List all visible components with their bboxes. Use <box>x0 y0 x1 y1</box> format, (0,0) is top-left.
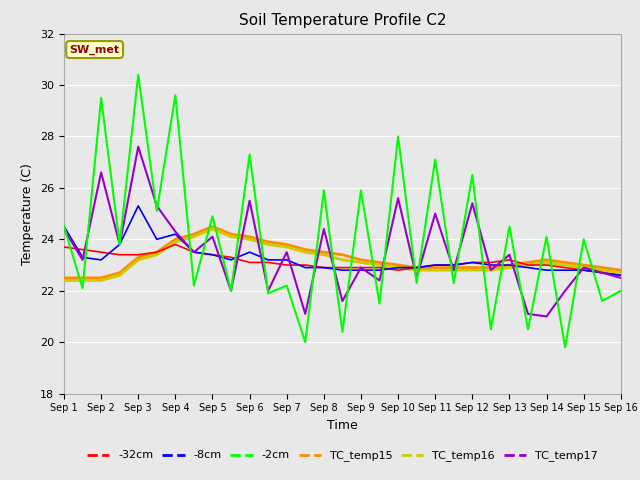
Legend: -32cm, -8cm, -2cm, TC_temp15, TC_temp16, TC_temp17: -32cm, -8cm, -2cm, TC_temp15, TC_temp16,… <box>83 446 602 466</box>
Title: Soil Temperature Profile C2: Soil Temperature Profile C2 <box>239 13 446 28</box>
X-axis label: Time: Time <box>327 419 358 432</box>
Text: SW_met: SW_met <box>70 44 120 55</box>
Y-axis label: Temperature (C): Temperature (C) <box>22 163 35 264</box>
